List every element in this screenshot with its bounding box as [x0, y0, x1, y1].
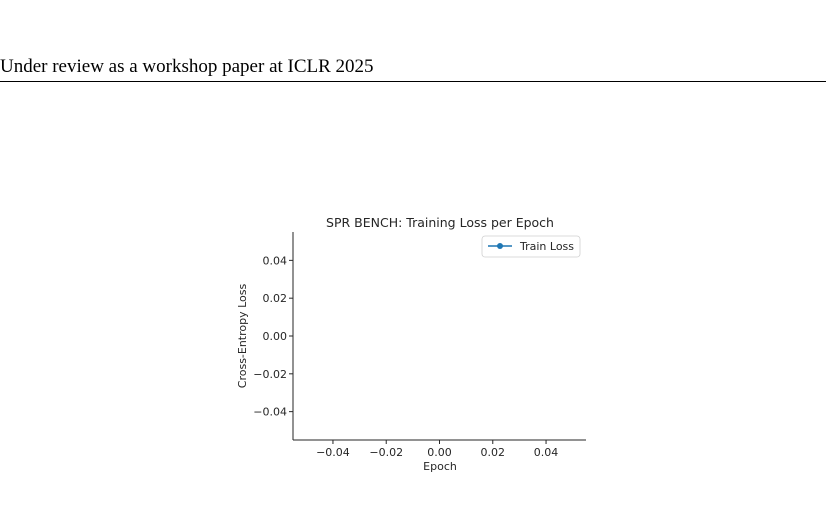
chart-title: SPR BENCH: Training Loss per Epoch: [326, 215, 554, 230]
legend-frame: [481, 235, 581, 258]
y-axis-ticks: 0.04 0.02 0.00 −0.02 −0.04: [253, 254, 293, 419]
x-tick-label: −0.02: [369, 446, 403, 459]
running-header: Under review as a workshop paper at ICLR…: [0, 56, 374, 77]
legend: Train Loss: [481, 235, 581, 258]
legend-label-train-loss: Train Loss: [519, 240, 574, 253]
x-axis-ticks: −0.04 −0.02 0.00 0.02 0.04: [316, 440, 558, 459]
y-tick-label: −0.04: [253, 406, 287, 419]
x-tick-label: 0.04: [534, 446, 559, 459]
legend-marker-train-loss: [497, 243, 503, 249]
y-axis-label: Cross-Entropy Loss: [236, 283, 249, 388]
y-tick-label: 0.00: [263, 330, 288, 343]
y-tick-label: −0.02: [253, 368, 287, 381]
x-tick-label: 0.00: [427, 446, 452, 459]
header-rule: [0, 81, 826, 82]
y-tick-label: 0.02: [263, 292, 288, 305]
x-tick-label: 0.02: [481, 446, 506, 459]
x-tick-label: −0.04: [316, 446, 350, 459]
x-axis-label: Epoch: [423, 460, 457, 473]
y-tick-label: 0.04: [263, 254, 288, 267]
